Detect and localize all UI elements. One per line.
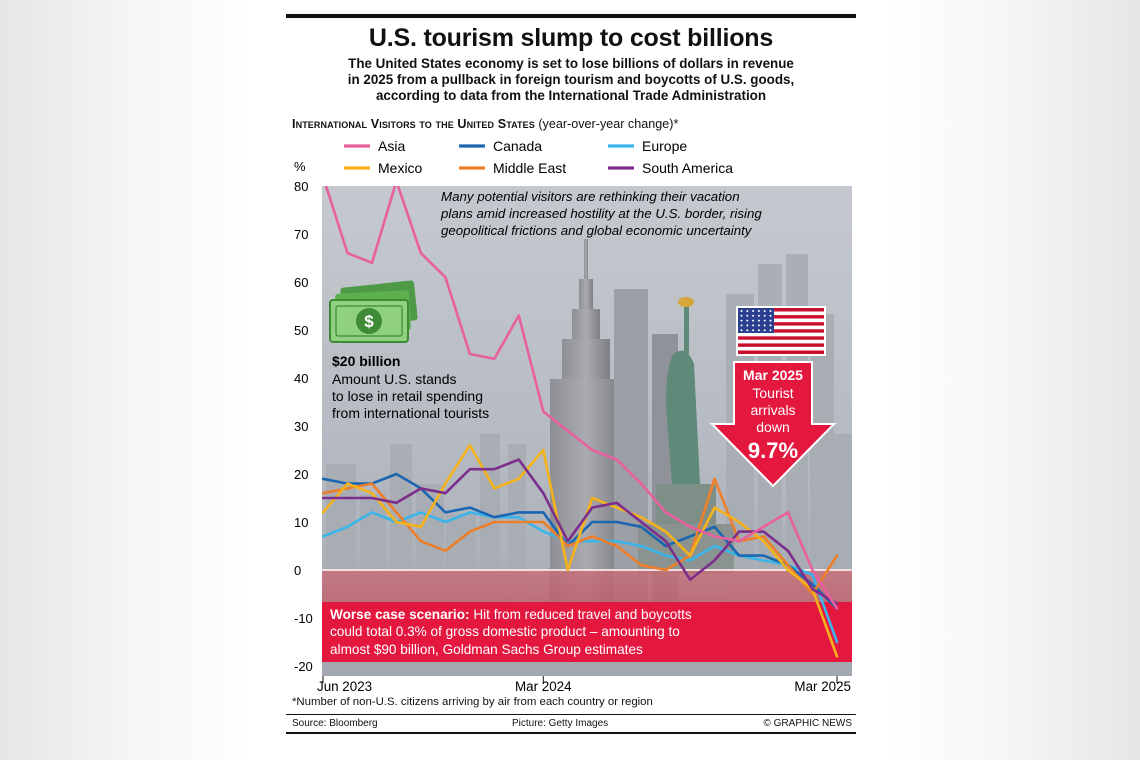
arrow-text-line: arrivals (750, 402, 795, 418)
y-tick-label: 0 (294, 563, 301, 578)
hostility-annotation: Many potential visitors are rethinking t… (440, 189, 762, 238)
subtitle-line: according to data from the International… (375, 88, 767, 103)
subtitle: The United States economy is set to lose… (286, 56, 856, 104)
top-rule (286, 14, 856, 18)
annotation-line: Many potential visitors are rethinking t… (441, 189, 740, 204)
chart-heading-main: International Visitors to the United Sta… (292, 117, 535, 131)
y-axis-ticks: 80 70 60 50 40 30 20 10 0 -10 -20 (294, 179, 313, 674)
chart-heading: International Visitors to the United Sta… (292, 117, 678, 131)
x-tick-label: Mar 2025 (794, 679, 851, 694)
y-tick-label: 10 (294, 515, 308, 530)
chart-heading-note: (year-over-year change)* (538, 117, 679, 131)
subtitle-line: The United States economy is set to lose… (348, 56, 794, 71)
legend-label: Mexico (378, 160, 423, 176)
y-tick-label: 70 (294, 227, 308, 242)
arrow-text-line: down (756, 419, 789, 435)
billion-text-line: Amount U.S. stands (332, 371, 457, 387)
annotation-line: plans amid increased hostility at the U.… (440, 206, 762, 221)
page-title: U.S. tourism slump to cost billions (368, 24, 774, 52)
subtitle-line: in 2025 from a pullback in foreign touri… (347, 72, 795, 87)
x-tick-label: Mar 2024 (515, 679, 572, 694)
series-line-asia (324, 186, 839, 610)
worse-case-banner: Worse case scenario: Hit from reduced tr… (322, 602, 852, 662)
banner-line: could total 0.3% of gross domestic produ… (330, 624, 680, 639)
copyright: © GRAPHIC NEWS (763, 718, 853, 729)
y-tick-label: -10 (294, 611, 313, 626)
y-axis-label: % (294, 159, 306, 174)
annotation-line: geopolitical frictions and global econom… (441, 223, 753, 238)
retail-spending-annotation: $20 billion Amount U.S. stands to lose i… (332, 353, 489, 421)
footnote: *Number of non-U.S. citizens arriving by… (292, 696, 653, 708)
bottom-rule-thick (286, 732, 856, 734)
source: Source: Bloomberg (292, 718, 378, 729)
x-tick-label: Jun 2023 (317, 679, 372, 694)
billion-text-line: to lose in retail spending (332, 388, 483, 404)
legend-label: Europe (642, 138, 687, 154)
y-tick-label: 30 (294, 419, 308, 434)
legend-label: Middle East (493, 160, 566, 176)
legend-label: South America (642, 160, 733, 176)
line-chart: 80 70 60 50 40 30 20 10 0 -10 -20 % Asia Canada Euro… (294, 138, 852, 694)
arrivals-down-arrow: Mar 2025 Tourist arrivals down 9.7% (709, 361, 837, 488)
money-stack-icon: $ (329, 280, 418, 343)
infographic: U.S. tourism slump to cost billions The … (286, 14, 856, 734)
banner-bold: Worse case scenario: (330, 607, 470, 622)
legend: Asia Canada Europe Mexico Middle East South A… (344, 138, 733, 176)
banner-line: Worse case scenario: Hit from reduced tr… (330, 607, 692, 622)
arrow-date: Mar 2025 (743, 367, 803, 383)
banner-background (322, 602, 852, 662)
billion-value: $20 billion (332, 353, 400, 369)
y-tick-label: 60 (294, 275, 308, 290)
y-tick-label: 50 (294, 323, 308, 338)
us-flag-icon (736, 306, 826, 356)
y-tick-label: -20 (294, 659, 313, 674)
series-line-south-america (322, 458, 839, 605)
picture-credit: Picture: Getty Images (512, 718, 609, 729)
series-line-middle-east (322, 477, 839, 596)
y-tick-label: 20 (294, 467, 308, 482)
legend-label: Asia (378, 138, 405, 154)
arrow-text-line: Tourist (752, 385, 793, 401)
legend-label: Canada (493, 138, 542, 154)
svg-text:$: $ (364, 312, 374, 331)
arrow-value: 9.7% (748, 438, 798, 463)
y-tick-label: 80 (294, 179, 308, 194)
y-tick-label: 40 (294, 371, 308, 386)
banner-text: Hit from reduced travel and boycotts (470, 607, 692, 622)
banner-line: almost $90 billion, Goldman Sachs Group … (330, 642, 643, 657)
x-axis-ticks: Jun 2023 Mar 2024 Mar 2025 (317, 676, 851, 694)
billion-text-line: from international tourists (332, 405, 489, 421)
series-lines (322, 186, 839, 658)
bottom-rule (286, 714, 856, 715)
